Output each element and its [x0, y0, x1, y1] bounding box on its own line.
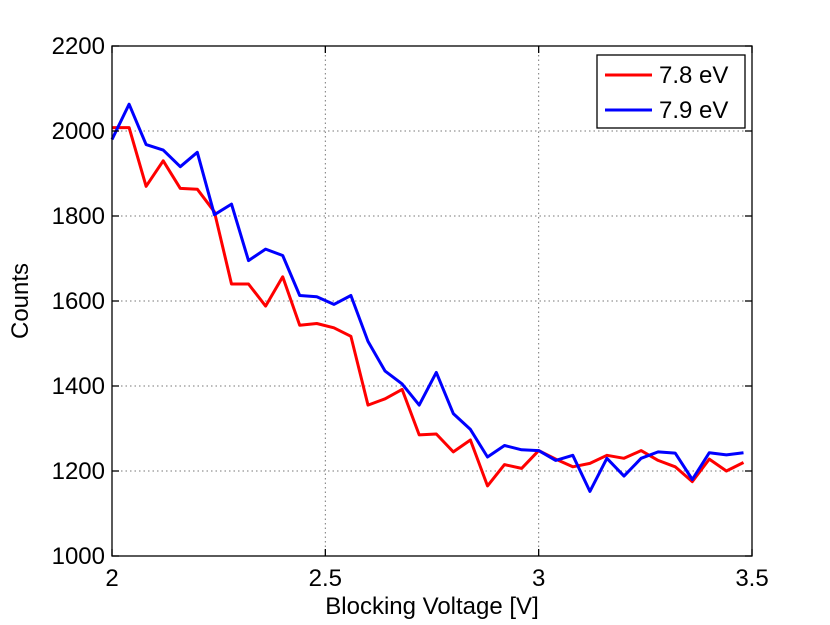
y-tick-label: 1200	[52, 458, 105, 485]
legend-label-7-9-ev: 7.9 eV	[659, 97, 728, 124]
tick-labels: 2 2.5 3 3.5 1000 1200 1400 1600 1800 2000 2200	[52, 33, 769, 592]
x-tick-label: 3.5	[735, 565, 768, 592]
y-tick-label: 1600	[52, 288, 105, 315]
x-axis-label: Blocking Voltage [V]	[325, 593, 538, 620]
legend-label-7-8-ev: 7.8 eV	[659, 62, 728, 89]
x-tick-label: 2.5	[309, 565, 342, 592]
series-lines	[110, 102, 745, 493]
axis-ticks	[111, 45, 753, 557]
grid-lines	[112, 46, 752, 556]
y-tick-label: 2200	[52, 33, 105, 60]
x-tick-label: 2	[105, 565, 118, 592]
series-line-7-9-ev	[110, 102, 744, 493]
y-tick-label: 1800	[52, 203, 105, 230]
legend-box	[596, 54, 746, 129]
legend: 7.8 eV 7.9 eV	[596, 54, 746, 129]
series-line-7-8-ev	[112, 126, 745, 488]
x-tick-label: 3	[532, 565, 545, 592]
y-tick-label: 1000	[52, 543, 105, 570]
y-tick-label: 1400	[52, 373, 105, 400]
y-axis-label: Counts	[7, 263, 34, 339]
y-tick-label: 2000	[52, 118, 105, 145]
